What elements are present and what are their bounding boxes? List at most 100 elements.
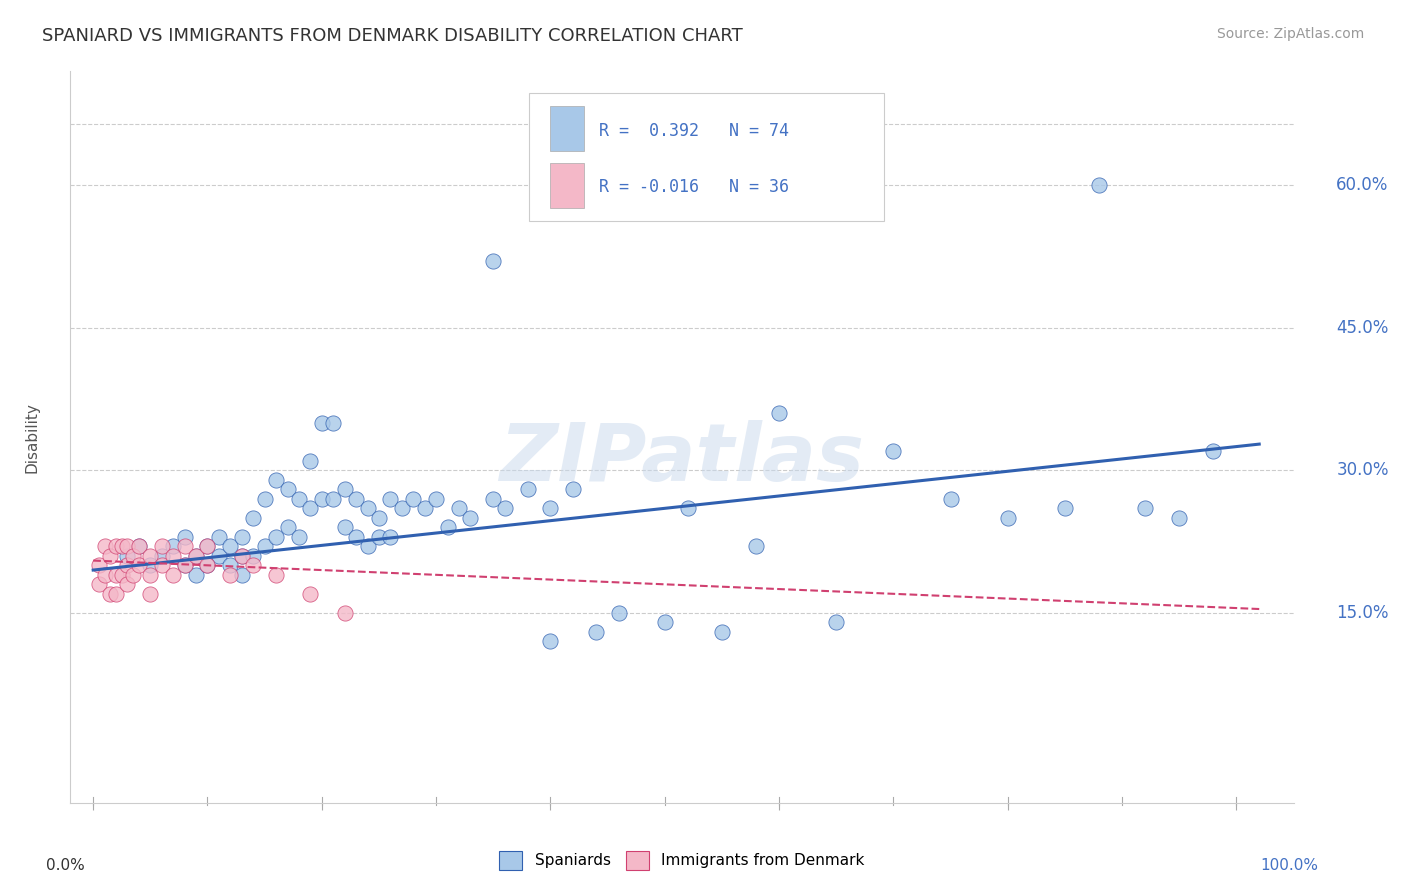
Point (111, 567, 134, 582)
Point (538, 634, 561, 648)
Point (150, 539, 173, 553)
Point (562, 483, 585, 497)
Point (105, 567, 128, 582)
Point (197, 539, 219, 553)
Point (242, 511, 264, 525)
Point (333, 606, 356, 620)
Point (150, 549, 173, 563)
Point (288, 491, 311, 506)
Point (1088, 178, 1111, 193)
Point (333, 520, 356, 534)
Point (122, 567, 145, 582)
Point (173, 558, 195, 573)
Text: 30.0%: 30.0% (1336, 461, 1389, 479)
Point (93, 539, 115, 553)
Text: Disability: Disability (25, 401, 39, 473)
Point (242, 558, 264, 573)
Point (276, 483, 298, 497)
Point (311, 416, 333, 430)
Point (150, 558, 173, 573)
Point (276, 520, 298, 534)
Point (710, 624, 733, 639)
Point (162, 539, 184, 553)
Point (264, 567, 287, 582)
Point (299, 501, 322, 516)
Point (264, 473, 287, 487)
Point (128, 558, 150, 573)
Text: 15.0%: 15.0% (1336, 604, 1389, 622)
Point (87, 577, 110, 591)
Point (585, 624, 607, 639)
Point (242, 549, 264, 563)
Point (98, 549, 121, 563)
Point (253, 491, 276, 506)
Point (344, 491, 367, 506)
Point (413, 501, 436, 516)
Point (482, 491, 505, 506)
Point (333, 483, 356, 497)
Point (98, 587, 121, 601)
FancyBboxPatch shape (529, 94, 884, 221)
Point (882, 444, 904, 458)
Point (436, 520, 458, 534)
Point (162, 549, 184, 563)
Text: 45.0%: 45.0% (1336, 318, 1389, 337)
Point (368, 530, 391, 544)
Point (311, 491, 333, 506)
Point (173, 530, 195, 544)
Point (494, 501, 516, 516)
Point (1133, 501, 1156, 516)
Point (105, 587, 128, 601)
Point (117, 577, 139, 591)
Point (939, 491, 962, 506)
Point (368, 511, 391, 525)
Point (219, 539, 242, 553)
Point (197, 539, 219, 553)
Point (322, 416, 344, 430)
Point (87, 558, 110, 573)
Point (997, 511, 1019, 525)
Point (447, 501, 470, 516)
Point (825, 615, 848, 630)
Point (122, 549, 145, 563)
Point (1168, 511, 1191, 525)
Point (117, 558, 139, 573)
Point (745, 539, 768, 553)
Point (111, 539, 134, 553)
Point (173, 558, 195, 573)
Point (482, 254, 505, 268)
Point (162, 567, 184, 582)
Point (768, 406, 790, 420)
Point (208, 530, 231, 544)
Point (128, 539, 150, 553)
Point (299, 587, 322, 601)
Point (197, 558, 219, 573)
Point (105, 539, 128, 553)
Point (173, 539, 195, 553)
Legend: Spaniards, Immigrants from Denmark: Spaniards, Immigrants from Denmark (494, 845, 870, 876)
Point (380, 530, 402, 544)
Point (184, 567, 207, 582)
Point (607, 606, 630, 620)
Point (264, 530, 287, 544)
Point (1053, 501, 1076, 516)
Bar (550, 162, 583, 208)
Point (128, 539, 150, 553)
Point (654, 615, 676, 630)
Bar (550, 106, 583, 152)
Point (184, 549, 207, 563)
Point (356, 539, 378, 553)
Point (139, 567, 162, 582)
Point (184, 549, 207, 563)
Text: 0.0%: 0.0% (46, 858, 84, 872)
Point (219, 558, 242, 573)
Point (197, 558, 219, 573)
Point (139, 549, 162, 563)
Point (344, 530, 367, 544)
Point (117, 539, 139, 553)
Point (288, 530, 311, 544)
Point (676, 501, 699, 516)
Text: R = -0.016   N = 36: R = -0.016 N = 36 (599, 178, 789, 196)
Text: R =  0.392   N = 74: R = 0.392 N = 74 (599, 121, 789, 140)
Point (231, 549, 253, 563)
